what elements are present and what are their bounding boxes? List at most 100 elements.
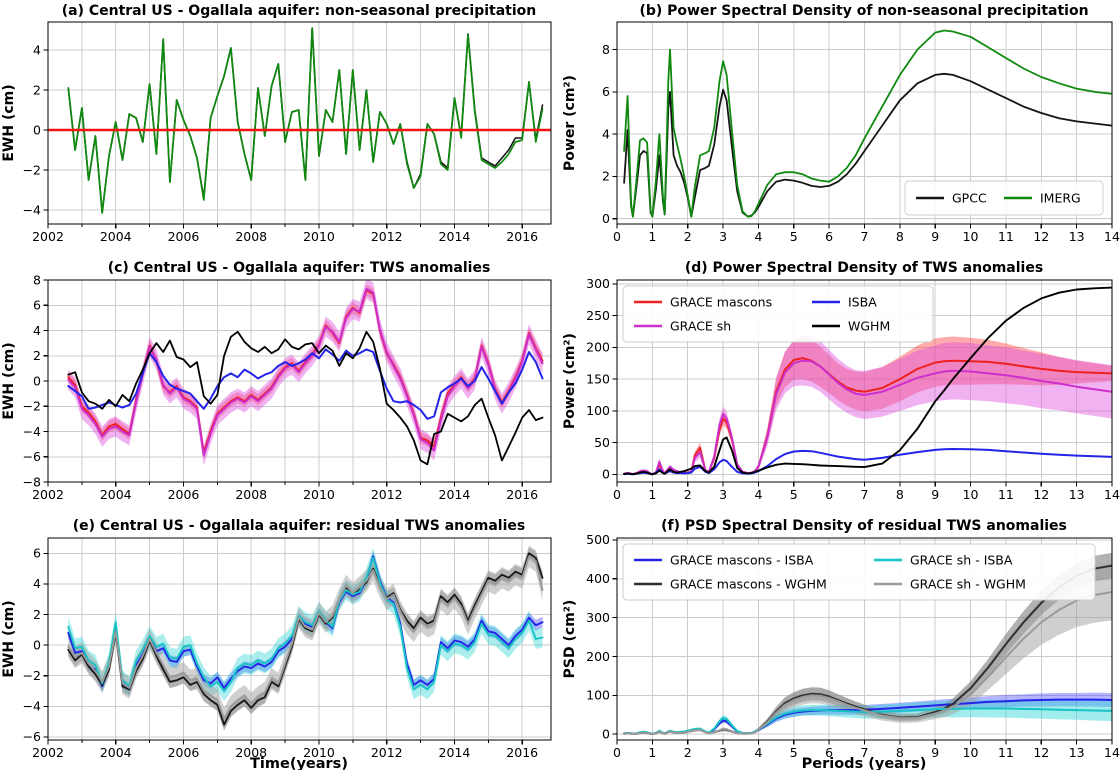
panel-f-xtick-label: 8 — [896, 745, 904, 760]
legend-label-grace-sh: GRACE sh — [670, 318, 731, 333]
panel-d-xtick-label: 14 — [1104, 487, 1120, 502]
panel-c-series — [67, 280, 544, 466]
panel-a-series — [48, 27, 551, 214]
panel-f-xtick-label: 12 — [1033, 745, 1049, 760]
panel-f-xtick-label: 2 — [684, 745, 692, 760]
panel-a-ytick-label: 0 — [33, 122, 41, 137]
panel-d-xtick-label: 12 — [1033, 487, 1049, 502]
panel-b-xtick-label: 2 — [684, 229, 692, 244]
panel-f-xtick-label: 6 — [825, 745, 833, 760]
panel-d-ytick-label: 150 — [586, 371, 610, 386]
legend-label-grace-mascons-isba: GRACE mascons - ISBA — [670, 552, 814, 567]
panel-f-ytick-label: 300 — [586, 610, 610, 625]
panel-e-xtick-label: 2014 — [439, 745, 471, 760]
panel-d-xtick-label: 0 — [613, 487, 621, 502]
panel-d-xtick-label: 8 — [896, 487, 904, 502]
panel-e-xtick-label: 2006 — [168, 745, 200, 760]
panel-b-xtick-label: 7 — [861, 229, 869, 244]
panel-f-xtick-label: 5 — [790, 745, 798, 760]
panel-a-xtick-label: 2002 — [32, 229, 64, 244]
band-grace-sh-wghm — [68, 545, 543, 730]
panel-a-ytick-label: 4 — [33, 42, 41, 57]
panel-d-ytick-label: 50 — [594, 435, 610, 450]
panel-f-xtick-label: 4 — [754, 745, 762, 760]
series-wghm-line — [623, 286, 1112, 476]
panel-c: (c) Central US - Ogallala aquifer: TWS a… — [1, 260, 552, 502]
panel-c-ytick-label: 4 — [33, 323, 41, 338]
panel-f-xtick-label: 14 — [1104, 745, 1120, 760]
panel-a-xtick-label: 2008 — [235, 229, 267, 244]
panel-f-title: (f) PSD Spectral Density of residual TWS… — [661, 518, 1067, 534]
panel-b-xtick-label: 3 — [719, 229, 727, 244]
panel-b-xtick-label: 10 — [963, 229, 979, 244]
panel-f-xtick-label: 9 — [931, 745, 939, 760]
panel-e-xtick-label: 2010 — [303, 745, 335, 760]
panel-a-xtick-label: 2006 — [168, 229, 200, 244]
panel-b-xtick-label: 11 — [998, 229, 1014, 244]
panel-d-xtick-label: 10 — [963, 487, 979, 502]
panel-b-legend: GPCC IMERG — [904, 180, 1104, 216]
legend-label-grace-mascons-wghm: GRACE mascons - WGHM — [670, 576, 827, 591]
panel-a-xtick-label: 2010 — [303, 229, 335, 244]
panel-c-ticks: 2002 2004 2006 2008 2010 2012 2014 2016 −8 −6 −4 −2… — [23, 272, 539, 502]
panel-a-ticks: 2002 2004 2006 2008 2010 2012 2014 2016 −4 −2 0 2 4 — [23, 42, 539, 244]
panel-c-ytick-label: 8 — [33, 272, 41, 287]
panel-a-xtick-label: 2014 — [439, 229, 471, 244]
panel-b-ytick-label: 2 — [602, 169, 610, 184]
panel-f-series — [623, 552, 1112, 735]
panel-d: (d) Power Spectral Density of TWS anomal… — [562, 260, 1120, 502]
series-gpcc-line — [67, 27, 544, 213]
panel-b-xtick-label: 4 — [754, 229, 762, 244]
series-imerg-line — [623, 29, 1112, 218]
panel-e-ytick-label: 6 — [33, 546, 41, 561]
panel-c-ytick-label: −2 — [23, 399, 41, 414]
panel-f-ytick-label: 500 — [586, 532, 610, 547]
panel-c-ytick-label: 2 — [33, 348, 41, 363]
panel-c-ytick-label: 0 — [33, 373, 41, 388]
panel-d-ytick-label: 250 — [586, 308, 610, 323]
panel-b-xtick-label: 1 — [648, 229, 656, 244]
panel-b-xtick-label: 14 — [1104, 229, 1120, 244]
panel-b-xtick-label: 13 — [1069, 229, 1085, 244]
panel-b: (b) Power Spectral Density of non-season… — [562, 3, 1120, 244]
panel-e-xlabel: Time(years) — [250, 756, 348, 770]
panel-e-ytick-label: 2 — [33, 607, 41, 622]
panel-c-xtick-label: 2002 — [32, 487, 64, 502]
panel-e-xtick-label: 2004 — [100, 745, 132, 760]
panel-d-xtick-label: 7 — [861, 487, 869, 502]
panel-e-frame — [47, 537, 552, 741]
panel-d-series — [623, 286, 1112, 476]
panel-e-ytick-label: −2 — [23, 668, 41, 683]
panel-f-xlabel: Periods (years) — [802, 756, 927, 770]
band-grace-sh — [624, 335, 1112, 475]
panel-b-title: (b) Power Spectral Density of non-season… — [639, 3, 1088, 19]
panel-f-plot: 0 1 2 3 4 5 6 7 8 9 10 11 12 13 140100200300400500GRAC… — [586, 532, 1120, 760]
panel-d-ytick-label: 100 — [586, 403, 610, 418]
panel-d-xtick-label: 9 — [931, 487, 939, 502]
band-grace-mascons — [624, 336, 1112, 475]
panel-a-ylabel: EWH (cm) — [1, 84, 17, 161]
panel-f-ytick-label: 200 — [586, 649, 610, 664]
panel-d-xtick-label: 3 — [719, 487, 727, 502]
panel-c-xtick-label: 2006 — [168, 487, 200, 502]
panel-f-ytick-label: 100 — [586, 688, 610, 703]
panel-c-xtick-label: 2014 — [439, 487, 471, 502]
panel-c-xtick-label: 2010 — [303, 487, 335, 502]
panel-b-xtick-label: 9 — [931, 229, 939, 244]
panel-c-ytick-label: −6 — [23, 449, 41, 464]
series-grace-sh-wghm-line — [623, 591, 1112, 735]
panel-e-xtick-label: 2008 — [235, 745, 267, 760]
band-grace-sh — [68, 280, 543, 466]
panel-b-series — [623, 29, 1112, 218]
panel-b-ytick-label: 0 — [602, 211, 610, 226]
panel-f-legend: GRACE mascons - ISBA GRACE mascons - WGHM… — [622, 543, 1096, 601]
panel-b-xtick-label: 8 — [896, 229, 904, 244]
panel-c-ytick-label: 6 — [33, 298, 41, 313]
panel-c-title: (c) Central US - Ogallala aquifer: TWS a… — [108, 260, 491, 276]
panel-e-xtick-label: 2016 — [506, 745, 538, 760]
panel-d-plot: 0 1 2 3 4 5 6 7 8 9 10 11 12 13 14050100150200250300GR… — [586, 276, 1120, 502]
legend-label-isba: ISBA — [848, 294, 877, 309]
panel-a-plot: 2002 2004 2006 2008 2010 2012 2014 2016 −4 −2 0 2 4 — [23, 21, 552, 244]
panel-d-ytick-label: 300 — [586, 276, 610, 291]
